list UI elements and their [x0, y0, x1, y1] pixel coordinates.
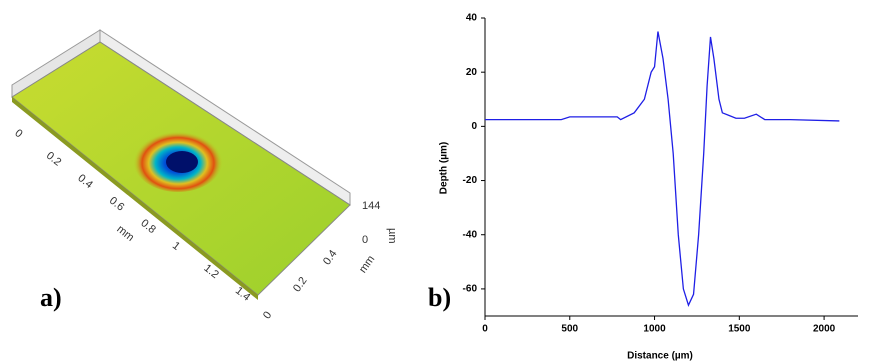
y-tick-label: 0	[471, 121, 477, 132]
y-tick-label: -20	[463, 175, 478, 186]
figure: a) b) Distance (µm) Depth (µm) 0 0.2 0.4 0.…	[0, 0, 873, 364]
z-tick-label: 144	[362, 200, 380, 212]
y-unit: mm	[357, 253, 377, 275]
x-tick-label: 0.6	[107, 195, 126, 214]
crater-bottom	[166, 151, 198, 173]
x-tick-label: 0.4	[75, 172, 94, 191]
x-tick-label: 0.2	[44, 150, 63, 169]
panel-label: a)	[40, 283, 62, 312]
x-tick-label: 0	[482, 324, 488, 335]
z-tick-label: 0	[362, 234, 368, 246]
x-tick-label: 2000	[813, 324, 836, 335]
x-tick-label: 1	[170, 240, 182, 253]
panel-label: b)	[428, 283, 451, 312]
x-tick-label: 1500	[728, 324, 751, 335]
x-tick-label: 0	[12, 127, 24, 140]
y-tick-label: 20	[466, 67, 478, 78]
z-unit: µm	[386, 228, 398, 244]
x-tick-label: 1000	[643, 324, 666, 335]
x-tick-label: 500	[561, 324, 578, 335]
y-tick-label: -60	[463, 284, 478, 295]
y-tick-label: 0	[261, 309, 274, 321]
data-line	[485, 32, 839, 306]
y-tick-label: 0.4	[321, 248, 340, 267]
y-tick-label: 40	[466, 13, 478, 24]
x-unit: mm	[114, 223, 136, 244]
y-tick-label: -40	[463, 229, 478, 240]
surface-plot	[12, 30, 350, 300]
y-tick-label: 0.2	[291, 275, 310, 294]
x-tick-label: 0.8	[138, 217, 157, 236]
x-axis-label: Distance (µm)	[627, 351, 693, 362]
y-axis-label: Depth (µm)	[439, 142, 450, 194]
